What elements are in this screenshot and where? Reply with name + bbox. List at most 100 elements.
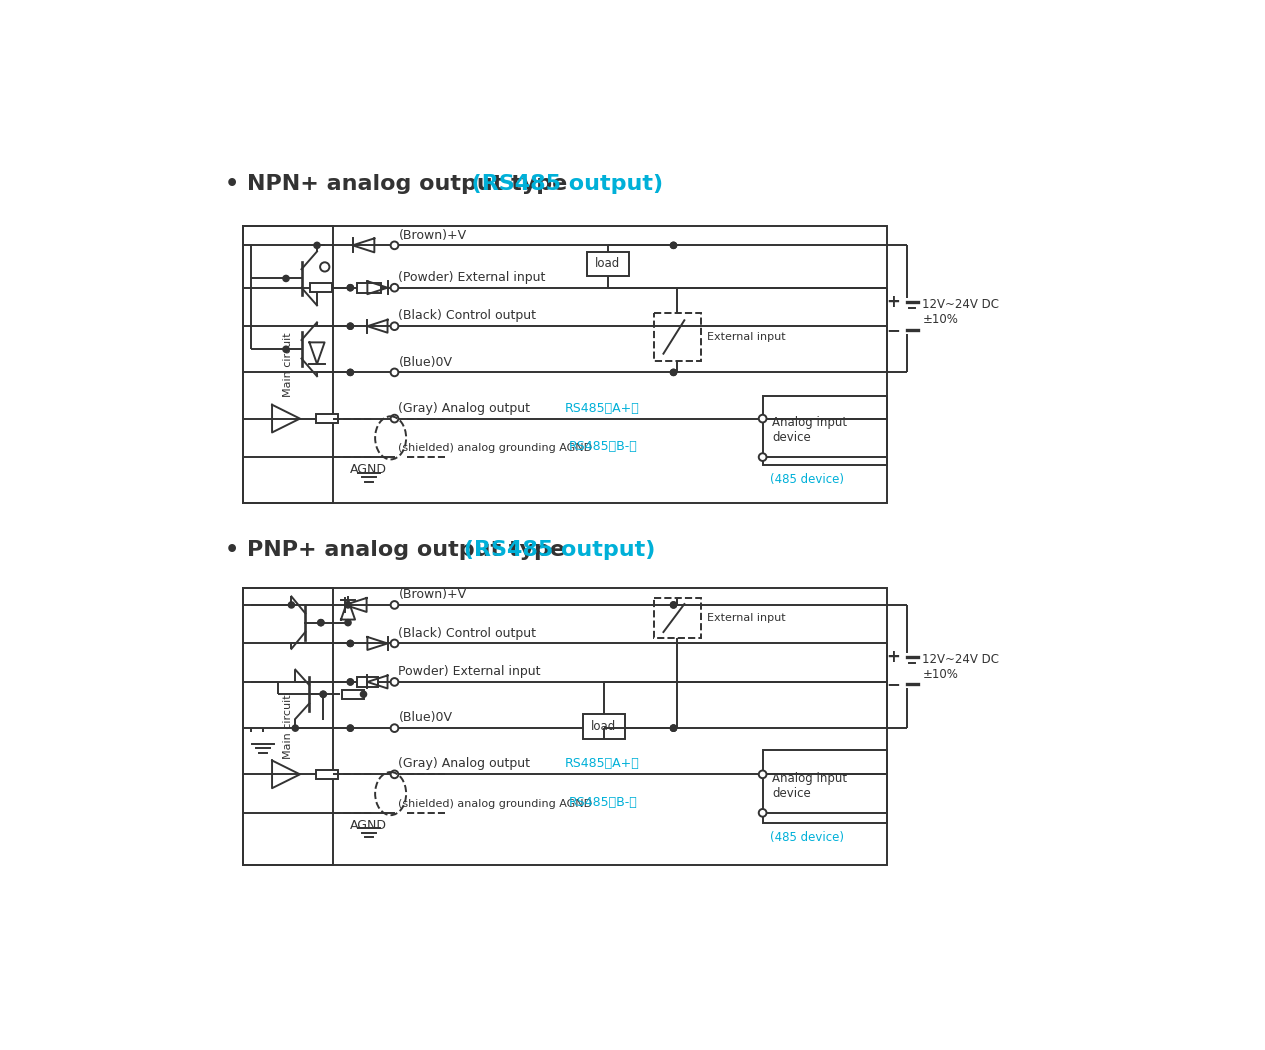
Circle shape — [318, 620, 324, 626]
Text: (Brown)+V: (Brown)+V — [398, 229, 467, 242]
Circle shape — [345, 620, 352, 626]
Circle shape — [759, 454, 767, 461]
Circle shape — [283, 346, 290, 353]
Bar — [316, 770, 338, 779]
Text: (Black) Control output: (Black) Control output — [398, 627, 536, 639]
Text: Main circuit: Main circuit — [282, 694, 292, 759]
Text: RS485（B-）: RS485（B-） — [569, 440, 638, 454]
Text: Powder) External input: Powder) External input — [398, 665, 541, 678]
Text: Analog input
device: Analog input device — [772, 416, 848, 444]
Text: (shielded) analog grounding AGND: (shielded) analog grounding AGND — [398, 443, 592, 454]
Circle shape — [320, 691, 326, 697]
Text: •: • — [225, 540, 239, 560]
Text: RS485（A+）: RS485（A+） — [565, 402, 640, 415]
Bar — [587, 252, 629, 276]
Circle shape — [347, 679, 353, 685]
Circle shape — [670, 726, 677, 731]
Bar — [357, 677, 378, 687]
Text: AGND: AGND — [350, 819, 387, 832]
Circle shape — [670, 370, 677, 376]
Bar — [654, 313, 701, 361]
Circle shape — [759, 808, 767, 817]
Circle shape — [670, 602, 677, 608]
Circle shape — [759, 415, 767, 422]
Circle shape — [391, 322, 398, 330]
Text: 12V~24V DC
±10%: 12V~24V DC ±10% — [922, 653, 999, 681]
Circle shape — [670, 243, 677, 249]
Text: External input: External input — [707, 332, 786, 342]
Circle shape — [670, 602, 677, 608]
Text: RS485（B-）: RS485（B-） — [569, 796, 638, 808]
Circle shape — [670, 726, 677, 731]
Circle shape — [391, 284, 398, 292]
Circle shape — [283, 275, 290, 281]
Circle shape — [391, 601, 398, 609]
Circle shape — [292, 726, 299, 731]
Circle shape — [347, 285, 353, 291]
Circle shape — [320, 262, 329, 272]
Circle shape — [320, 691, 326, 697]
Text: PNP+ analog output type: PNP+ analog output type — [247, 540, 565, 560]
Circle shape — [347, 679, 353, 685]
Circle shape — [318, 620, 324, 626]
Circle shape — [759, 771, 767, 778]
Bar — [342, 690, 363, 699]
Text: AGND: AGND — [350, 463, 387, 477]
Circle shape — [391, 415, 398, 422]
Text: (485 device): (485 device) — [770, 472, 844, 485]
Circle shape — [670, 243, 677, 249]
Circle shape — [347, 370, 353, 376]
Text: −: − — [887, 675, 901, 693]
Circle shape — [347, 323, 353, 330]
Bar — [243, 588, 887, 865]
Text: (Black) Control output: (Black) Control output — [398, 310, 536, 322]
Bar — [583, 714, 625, 739]
Circle shape — [347, 285, 353, 291]
Text: +: + — [887, 293, 901, 311]
Circle shape — [670, 726, 677, 731]
Text: (Brown)+V: (Brown)+V — [398, 588, 467, 601]
Circle shape — [391, 771, 398, 778]
Circle shape — [347, 370, 353, 376]
Circle shape — [314, 243, 320, 249]
Circle shape — [347, 640, 353, 647]
Text: 12V~24V DC
±10%: 12V~24V DC ±10% — [922, 298, 999, 326]
Text: NPN+ analog output type: NPN+ analog output type — [247, 173, 568, 194]
Text: (Powder) External input: (Powder) External input — [398, 271, 545, 284]
Bar — [357, 284, 381, 293]
Text: •: • — [225, 173, 239, 194]
Text: (Gray) Analog output: (Gray) Analog output — [398, 402, 530, 415]
Text: (RS485 output): (RS485 output) — [457, 173, 664, 194]
Text: (shielded) analog grounding AGND: (shielded) analog grounding AGND — [398, 799, 592, 808]
Text: Analog input
device: Analog input device — [772, 772, 848, 800]
Text: (Gray) Analog output: (Gray) Analog output — [398, 757, 530, 771]
Text: (Blue)0V: (Blue)0V — [398, 356, 453, 369]
Circle shape — [391, 639, 398, 647]
Circle shape — [288, 602, 295, 608]
Text: (485 device): (485 device) — [770, 831, 844, 843]
Circle shape — [391, 678, 398, 686]
Text: (Blue)0V: (Blue)0V — [398, 711, 453, 724]
Bar — [243, 226, 887, 503]
Bar — [763, 750, 887, 823]
Circle shape — [670, 370, 677, 376]
Bar — [763, 396, 887, 465]
Circle shape — [347, 323, 353, 330]
Circle shape — [391, 369, 398, 376]
Bar — [243, 226, 333, 503]
Circle shape — [361, 691, 367, 697]
Text: External input: External input — [707, 613, 786, 623]
Text: load: load — [591, 720, 616, 733]
Text: +: + — [887, 648, 901, 667]
Bar — [654, 598, 701, 638]
Bar — [310, 284, 331, 292]
Text: (RS485 output): (RS485 output) — [457, 540, 655, 560]
Text: −: − — [887, 321, 901, 339]
Text: RS485（A+）: RS485（A+） — [565, 757, 640, 771]
Circle shape — [391, 242, 398, 249]
Circle shape — [347, 726, 353, 731]
Text: Main circuit: Main circuit — [282, 333, 292, 397]
Bar — [243, 588, 333, 865]
Circle shape — [347, 640, 353, 647]
Circle shape — [345, 602, 352, 608]
